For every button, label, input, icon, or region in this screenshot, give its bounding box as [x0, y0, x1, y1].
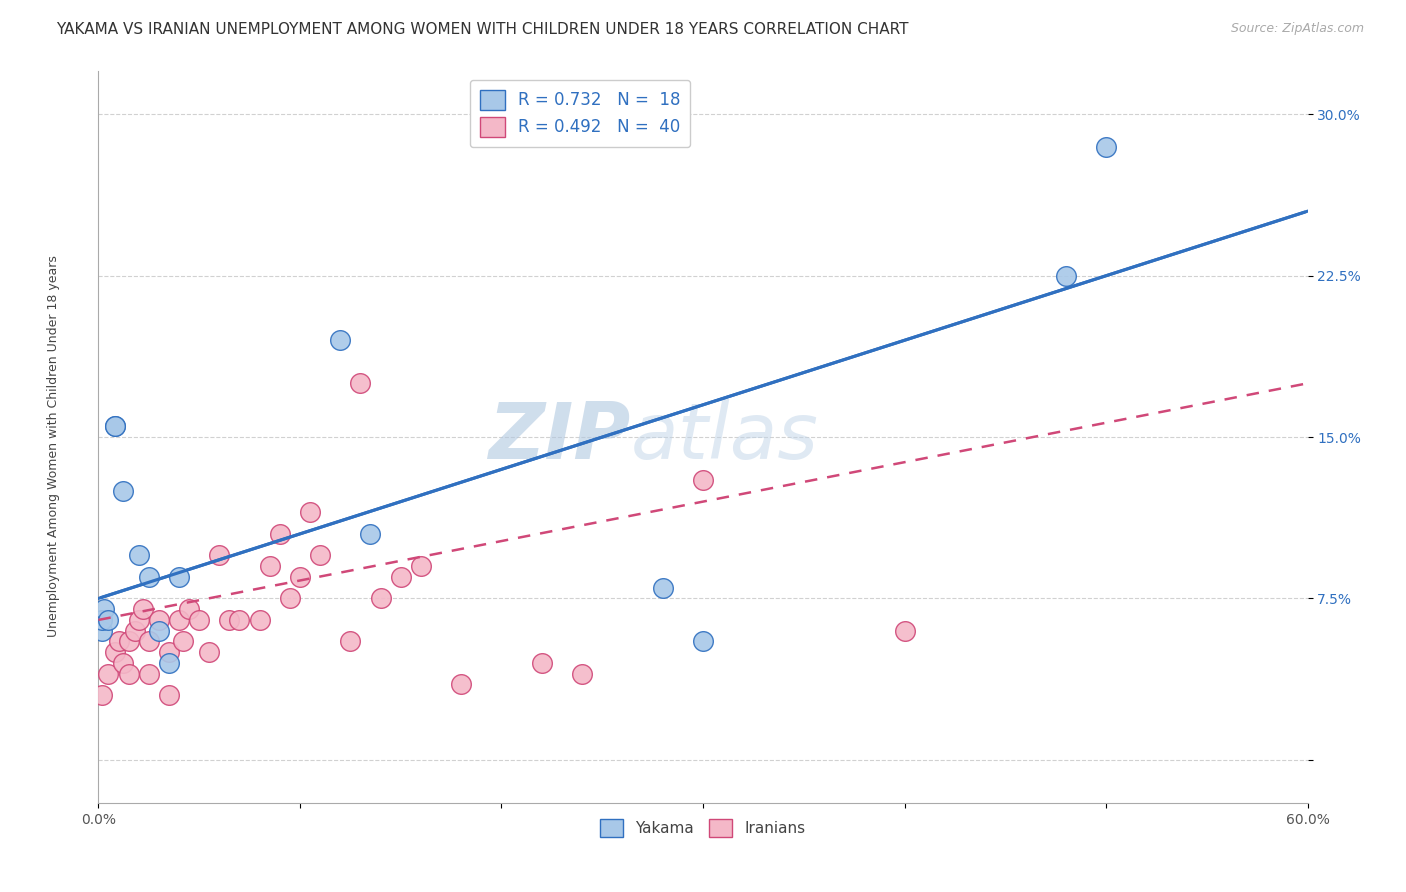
Point [198, 645, 221, 659]
Point [97, 666, 120, 681]
Point [138, 666, 160, 681]
Point [249, 613, 271, 627]
Point [148, 613, 170, 627]
Point [138, 570, 160, 584]
Point [288, 570, 311, 584]
Point [167, 570, 190, 584]
Point [651, 581, 673, 595]
Point [269, 527, 291, 541]
Point [91, 613, 114, 627]
Point [360, 527, 382, 541]
Point [188, 613, 211, 627]
Point [409, 559, 432, 574]
Legend: Yakama, Iranians: Yakama, Iranians [591, 809, 815, 847]
Point [93, 602, 115, 616]
Point [299, 505, 322, 519]
Point [218, 613, 240, 627]
Point [157, 645, 180, 659]
Point [172, 634, 194, 648]
Point [148, 624, 170, 638]
Point [278, 591, 301, 606]
Point [1095, 139, 1118, 153]
Point [228, 613, 250, 627]
Point [893, 624, 915, 638]
Text: YAKAMA VS IRANIAN UNEMPLOYMENT AMONG WOMEN WITH CHILDREN UNDER 18 YEARS CORRELAT: YAKAMA VS IRANIAN UNEMPLOYMENT AMONG WOM… [56, 22, 908, 37]
Point [167, 613, 190, 627]
Text: Source: ZipAtlas.com: Source: ZipAtlas.com [1230, 22, 1364, 36]
Point [103, 645, 125, 659]
Point [97, 613, 120, 627]
Point [111, 656, 134, 670]
Point [339, 634, 361, 648]
Point [128, 549, 150, 563]
Point [692, 634, 714, 648]
Text: ZIP: ZIP [488, 399, 630, 475]
Point [692, 473, 714, 487]
Point [132, 602, 155, 616]
Point [128, 613, 150, 627]
Point [103, 419, 125, 434]
Point [138, 634, 160, 648]
Point [91, 688, 114, 702]
Point [349, 376, 371, 391]
Point [571, 666, 593, 681]
Point [111, 483, 134, 498]
Point [179, 602, 201, 616]
Point [107, 634, 129, 648]
Point [157, 688, 180, 702]
Point [329, 333, 352, 347]
Point [450, 677, 472, 691]
Point [103, 419, 125, 434]
Point [370, 591, 392, 606]
Point [91, 624, 114, 638]
Point [157, 656, 180, 670]
Point [118, 634, 141, 648]
Point [309, 549, 332, 563]
Point [208, 549, 231, 563]
Point [389, 570, 412, 584]
Point [1054, 268, 1077, 283]
Text: atlas: atlas [630, 399, 818, 475]
Point [259, 559, 281, 574]
Point [118, 666, 141, 681]
Point [124, 624, 146, 638]
Text: Unemployment Among Women with Children Under 18 years: Unemployment Among Women with Children U… [46, 255, 60, 637]
Point [530, 656, 553, 670]
